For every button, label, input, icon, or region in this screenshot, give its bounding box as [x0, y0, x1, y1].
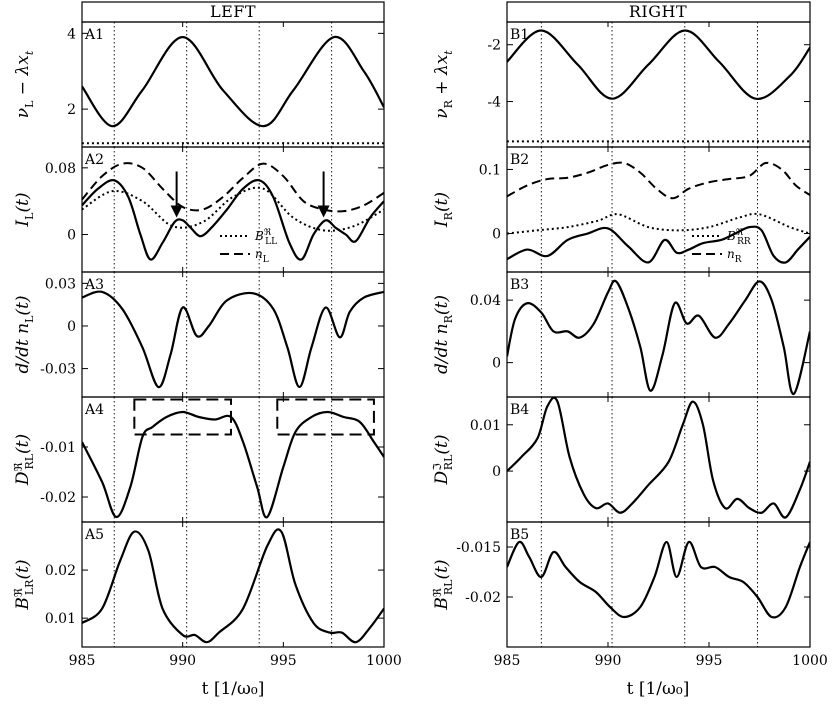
xtick-label: 990 — [595, 653, 622, 669]
series-solid-B4 — [507, 397, 810, 519]
series-dotted-A2 — [82, 186, 384, 232]
ytick-label: 0 — [67, 228, 76, 244]
ylabel-B1: νR + λxt — [432, 50, 455, 119]
series-dotted-B2 — [507, 212, 810, 235]
panel-B4: 0 0.01 B4 DℑRL(t) — [431, 396, 811, 523]
panel-label: A4 — [84, 402, 104, 418]
panel-label: B1 — [510, 27, 529, 43]
xtick-label: 990 — [169, 653, 196, 669]
panel-label: A1 — [84, 27, 104, 43]
series-solid-B2 — [507, 225, 810, 264]
panel-B1: -2 -4 B1 νR + λxt — [432, 21, 811, 148]
ylabel-B2: IR(t) — [432, 192, 455, 228]
series-solid-A2 — [82, 178, 384, 261]
ytick-label: 2 — [67, 102, 76, 118]
series-solid-A5 — [82, 528, 384, 644]
legend-label: nR — [727, 247, 742, 265]
panel-A5: 0.01 0.02 985 990 995 1000 A5 BℜLR(t) — [12, 521, 402, 669]
xtick-label: 1000 — [366, 653, 402, 669]
panel-label: B2 — [510, 152, 529, 168]
series-solid-A3 — [82, 290, 384, 389]
series-dashed-A2 — [82, 162, 384, 213]
left-xlabel: t [1/ω₀] — [202, 679, 265, 699]
ytick-label: 0 — [492, 356, 501, 372]
arrow-head — [317, 205, 330, 218]
xtick-label: 995 — [270, 653, 297, 669]
panel-frame — [81, 271, 385, 398]
ylabel-A1: νL − λxt — [13, 50, 36, 118]
panel-label: A3 — [84, 277, 104, 293]
ylabel-B5: BℜRL(t) — [431, 559, 455, 610]
panel-frame — [506, 21, 811, 148]
ytick-label: -4 — [487, 95, 501, 111]
arrow-head — [170, 205, 183, 218]
series-solid-B5 — [507, 540, 810, 619]
ylabel-A2: IL(t) — [13, 192, 36, 227]
highlight-box — [133, 398, 232, 436]
panel-label: A5 — [84, 527, 104, 543]
legend-label: nL — [255, 247, 269, 265]
ylabel-A3: d/dt nL(t) — [13, 295, 36, 373]
panel-A4: -0.02 -0.01 A4 DℜRL(t) — [12, 396, 385, 523]
panel-frame — [506, 396, 811, 523]
ytick-label: -0.02 — [40, 490, 76, 506]
panel-label: A2 — [84, 152, 104, 168]
series-solid-A4 — [82, 410, 384, 519]
ytick-label: 0.1 — [479, 162, 501, 178]
ytick-label: 0 — [492, 464, 501, 480]
panel-frame — [81, 521, 385, 648]
series-solid-A1 — [82, 36, 384, 128]
panel-frame — [81, 21, 385, 148]
ytick-label: 0.01 — [45, 611, 76, 627]
xtick-label: 995 — [696, 653, 723, 669]
ylabel-B3: d/dt nR(t) — [432, 295, 455, 374]
legend-label: Bℜ LL — [254, 228, 277, 247]
highlight-box — [276, 398, 375, 436]
ytick-label: -0.02 — [465, 590, 501, 606]
ytick-label: -2 — [487, 38, 501, 54]
right-xlabel: t [1/ω₀] — [627, 679, 690, 699]
ytick-label: -0.01 — [40, 440, 76, 456]
series-solid-B3 — [507, 279, 810, 395]
series-solid-B1 — [507, 29, 810, 100]
panel-frame — [506, 521, 811, 648]
panel-B3: 0 0.04 B3 d/dt nR(t) — [432, 271, 811, 398]
ytick-label: -0.015 — [456, 540, 501, 556]
ytick-label: -0.03 — [40, 362, 76, 378]
panel-frame — [81, 146, 385, 273]
ytick-label: 0.02 — [45, 563, 76, 579]
panel-label: B5 — [510, 527, 529, 543]
xtick-label: 985 — [494, 653, 521, 669]
ytick-label: 0 — [492, 227, 501, 243]
panel-B5: -0.015 -0.02 985 990 995 1000 B5 BℜRL(t) — [431, 521, 828, 669]
panel-A3: -0.03 0 0.03 A3 d/dt nL(t) — [13, 271, 385, 398]
ylabel-A4: DℜRL(t) — [12, 434, 36, 486]
panel-A1: 2 4 A1 νL − λxt — [13, 21, 385, 148]
ytick-label: 0.01 — [470, 418, 501, 434]
xtick-label: 1000 — [792, 653, 828, 669]
ytick-label: 0.04 — [470, 293, 501, 309]
ytick-label: 4 — [67, 26, 76, 42]
panel-frame — [506, 271, 811, 398]
ytick-label: 0 — [67, 319, 76, 335]
ytick-label: 0.08 — [45, 161, 76, 177]
right-header: RIGHT — [629, 2, 687, 21]
left-header: LEFT — [210, 2, 256, 21]
panel-label: B4 — [510, 402, 529, 418]
xtick-label: 985 — [69, 653, 96, 669]
series-dashed-B2 — [507, 161, 810, 200]
ylabel-B4: DℑRL(t) — [431, 434, 455, 485]
ytick-label: 0.03 — [45, 276, 76, 292]
ylabel-A5: BℜLR(t) — [12, 559, 36, 610]
panel-label: B3 — [510, 277, 529, 293]
legend-label: Bℜ RR — [726, 228, 751, 247]
